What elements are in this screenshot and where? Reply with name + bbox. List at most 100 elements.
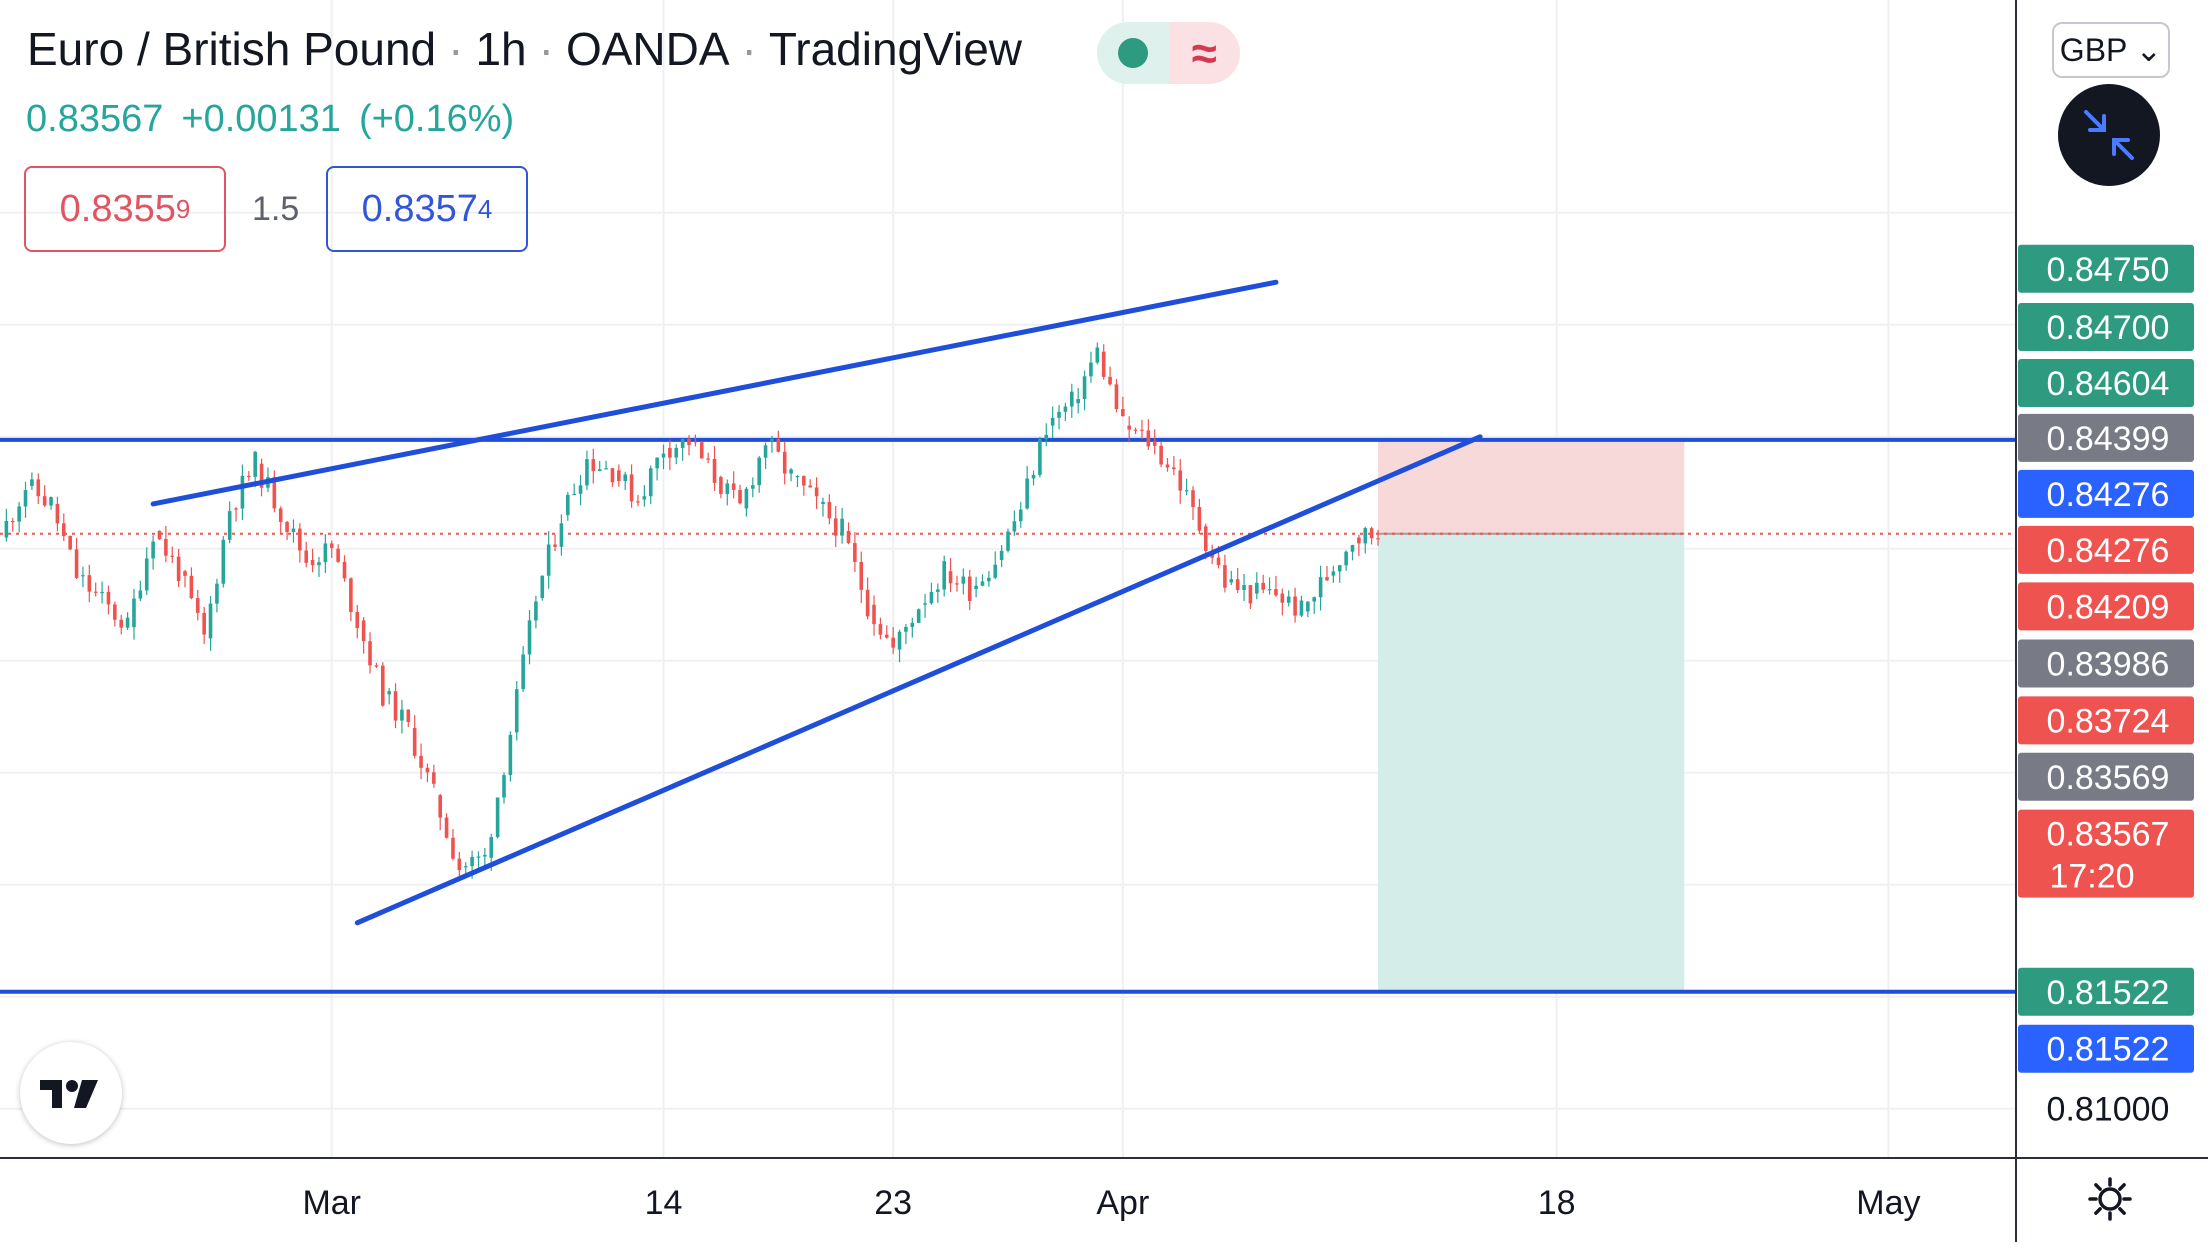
- candle-body: [1127, 425, 1132, 430]
- candle-body: [23, 490, 28, 507]
- candle-body: [291, 528, 296, 533]
- candle-body: [42, 496, 47, 506]
- candle-body: [227, 511, 232, 540]
- candle-body: [119, 619, 124, 628]
- candle-body: [1197, 507, 1202, 531]
- price-tag-label: 0.84750: [2047, 251, 2170, 289]
- candle-body: [1095, 347, 1100, 363]
- candle-body: [610, 468, 615, 483]
- candle-body: [955, 583, 959, 585]
- candle-body: [559, 523, 564, 547]
- market-open-icon: [1097, 22, 1169, 84]
- candle-body: [393, 691, 398, 721]
- candle-body: [680, 438, 685, 448]
- candle-body: [451, 837, 455, 859]
- candle-body: [17, 506, 21, 522]
- candle-body: [138, 590, 143, 599]
- buy-price: 0.8357: [361, 187, 478, 230]
- horizontal-levels: [0, 437, 2016, 994]
- candle-body: [674, 447, 679, 458]
- chevron-down-icon: ⌄: [2135, 32, 2163, 68]
- candle-body: [1248, 585, 1253, 604]
- candle-body: [87, 575, 92, 592]
- price-tag-label: 0.81522: [2047, 974, 2170, 1012]
- candle-body: [821, 501, 825, 504]
- candle-body: [272, 477, 277, 509]
- interval: 1h: [475, 23, 527, 75]
- candle-body: [553, 544, 557, 547]
- symbol-header[interactable]: Euro / British Pound · 1h · OANDA · TradingVie…: [27, 22, 1022, 76]
- price-tag-label: 0.81522: [2047, 1031, 2170, 1069]
- buy-button[interactable]: 0.8357 4: [326, 166, 528, 252]
- candle-body: [1031, 474, 1036, 479]
- time-axis[interactable]: Mar 14 23 Apr 18 May: [0, 1157, 2208, 1222]
- candle-body: [1350, 545, 1355, 552]
- candle-body: [827, 501, 832, 519]
- candle-body: [974, 585, 978, 590]
- candle-body: [999, 550, 1004, 560]
- price-tag: [2018, 303, 2194, 352]
- candle-body: [942, 561, 947, 590]
- candle-body: [1057, 411, 1061, 418]
- price-tag-label: 0.83567: [2047, 816, 2170, 854]
- sell-pip: 9: [175, 193, 191, 224]
- candle-body: [936, 589, 940, 592]
- candle-body: [859, 561, 864, 590]
- collapse-arrows-icon[interactable]: [2058, 84, 2160, 186]
- y-tick-label: 0.81000: [2047, 1091, 2170, 1129]
- candles: [4, 342, 1380, 879]
- candle-body: [668, 447, 672, 458]
- trend-lines[interactable]: [150, 279, 1483, 926]
- candle-body: [993, 564, 998, 578]
- change-value: +0.00131: [181, 98, 341, 140]
- candle-body: [655, 457, 659, 469]
- candle-body: [144, 558, 149, 591]
- candle-body: [1082, 376, 1087, 400]
- candle-body: [317, 562, 321, 566]
- candle-body: [1152, 441, 1157, 446]
- candle-body: [342, 561, 347, 579]
- candle-body: [304, 550, 309, 563]
- candle-body: [763, 445, 768, 458]
- candle-body: [891, 637, 895, 648]
- candle-body: [355, 612, 360, 629]
- sell-button[interactable]: 0.8355 9: [24, 166, 226, 252]
- candle-body: [463, 866, 468, 868]
- candle-body: [1229, 579, 1234, 583]
- gear-icon[interactable]: [2087, 1176, 2133, 1222]
- price-change: 0.83567 +0.00131 (+0.16%): [26, 98, 532, 141]
- buy-pip: 4: [477, 193, 493, 224]
- candle-body: [106, 591, 111, 605]
- candle-body: [904, 626, 908, 632]
- candle-body: [795, 476, 800, 478]
- candle-body: [1203, 526, 1208, 552]
- candle-body: [100, 591, 104, 594]
- candle-body: [923, 603, 927, 605]
- candle-body: [55, 503, 60, 524]
- candle-body: [987, 577, 991, 582]
- price-axis[interactable]: 0.830000.825000.820000.810000.847500.847…: [2015, 0, 2194, 1242]
- candle-body: [1293, 596, 1297, 616]
- separator: ·: [448, 23, 464, 75]
- candle-body: [444, 817, 449, 838]
- candle-body: [546, 544, 551, 576]
- candle-body: [298, 528, 302, 551]
- candle-body: [183, 571, 187, 576]
- price-tag-label: 0.83724: [2047, 702, 2170, 740]
- candle-body: [221, 539, 226, 584]
- candle-body: [757, 457, 761, 486]
- candle-body: [419, 755, 423, 768]
- candle-body: [719, 477, 723, 495]
- candle-body: [1178, 470, 1183, 491]
- candle-body: [699, 442, 704, 459]
- currency-selector[interactable]: GBP ⌄: [2052, 22, 2170, 78]
- price-tag: [2018, 413, 2194, 462]
- candle-body: [731, 483, 736, 490]
- market-status[interactable]: ≈: [1097, 22, 1240, 84]
- candle-body: [1223, 565, 1227, 588]
- candle-body: [751, 485, 755, 489]
- candle-body: [636, 501, 640, 503]
- separator: ·: [538, 23, 554, 75]
- tradingview-logo-icon[interactable]: [20, 1042, 122, 1144]
